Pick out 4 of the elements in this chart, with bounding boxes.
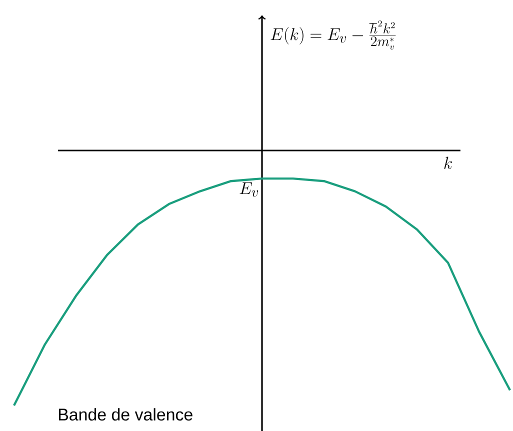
text: $E(k) = E_v - \frac{\hbar^2 k^2}{2m_v^*}$ [270,20,396,50]
text: Bande de valence [58,408,192,421]
annotation: $E_v$ [240,182,258,197]
x-axis-title: $k$ [444,156,452,169]
